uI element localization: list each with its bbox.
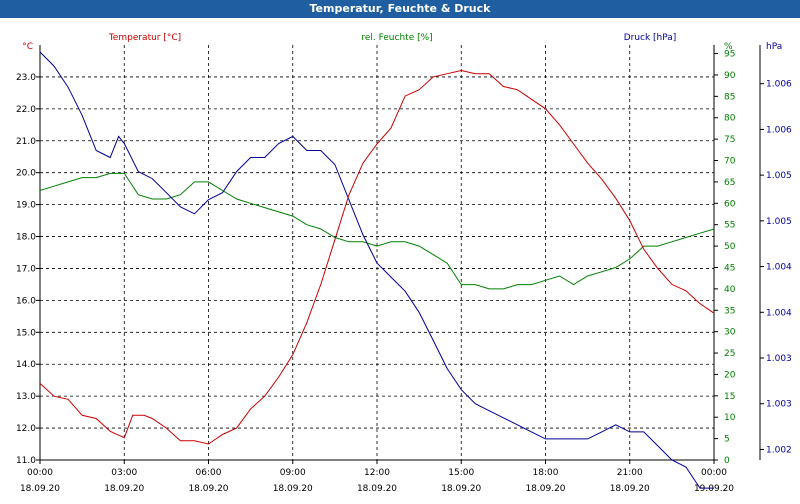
humidity-tick-label: 65 <box>724 178 735 188</box>
humidity-tick-label: 50 <box>724 242 736 252</box>
temperature-tick-label: 23.0 <box>16 73 36 83</box>
temperature-tick-label: 11.0 <box>16 456 36 466</box>
x-tick-date: 18.09.20 <box>357 484 397 494</box>
x-tick-date: 19.09.20 <box>694 484 734 494</box>
x-tick-date: 18.09.20 <box>441 484 481 494</box>
x-tick-time: 21:00 <box>617 468 643 478</box>
temperature-unit-label: °C <box>22 42 33 52</box>
humidity-tick-label: 80 <box>724 114 736 124</box>
pressure-series-line <box>39 51 714 489</box>
humidity-tick-label: 30 <box>724 328 736 338</box>
temperature-tick-label: 13.0 <box>16 392 36 402</box>
temperature-tick-label: 16.0 <box>16 296 36 306</box>
humidity-tick-label: 55 <box>724 221 735 231</box>
humidity-series-line <box>39 172 715 290</box>
humidity-tick-label: 40 <box>724 285 736 295</box>
humidity-tick-label: 10 <box>724 413 736 423</box>
x-tick-date: 18.09.20 <box>20 484 60 494</box>
humidity-tick-label: 45 <box>724 263 735 273</box>
humidity-tick-label: 60 <box>724 199 736 209</box>
temperature-tick-label: 19.0 <box>16 201 36 211</box>
temperature-tick-label: 22.0 <box>16 105 36 115</box>
temperature-series-line <box>39 69 715 445</box>
pressure-tick-label: 1.002 <box>766 445 792 455</box>
pressure-tick-label: 1.006 <box>766 125 792 135</box>
temperature-tick-label: 14.0 <box>16 360 36 370</box>
humidity-tick-label: 90 <box>724 71 736 81</box>
line-chart: 11.0 12.0 13.0 14.0 15.0 16.0 17.0 18.0 19.0 20.0… <box>16 33 792 494</box>
x-tick-time: 06:00 <box>196 468 222 478</box>
temperature-tick-label: 21.0 <box>16 137 36 147</box>
temperature-tick-label: 18.0 <box>16 233 36 243</box>
humidity-unit-label: % <box>724 42 733 52</box>
humidity-tick-label: 15 <box>724 392 735 402</box>
pressure-tick-label: 1.005 <box>766 171 792 181</box>
pressure-tick-label: 1.003 <box>766 400 792 410</box>
x-tick-time: 09:00 <box>280 468 306 478</box>
temperature-tick-label: 17.0 <box>16 264 36 274</box>
x-tick-date: 18.09.20 <box>104 484 144 494</box>
temperature-tick-label: 20.0 <box>16 169 36 179</box>
humidity-tick-label: 35 <box>724 306 735 316</box>
pressure-unit-label: hPa <box>766 42 782 52</box>
pressure-tick-label: 1.005 <box>766 217 792 227</box>
x-tick-date: 18.09.20 <box>610 484 650 494</box>
humidity-tick-label: 95 <box>724 50 735 60</box>
chart-area: 11.0 12.0 13.0 14.0 15.0 16.0 17.0 18.0 19.0 20.0… <box>0 18 800 500</box>
x-tick-date: 18.09.20 <box>525 484 565 494</box>
x-tick-time: 00:00 <box>701 468 727 478</box>
legend-temperature: Temperatur [°C] <box>108 33 181 43</box>
x-tick-time: 15:00 <box>448 468 474 478</box>
legend-pressure: Druck [hPa] <box>624 33 677 43</box>
temperature-tick-label: 12.0 <box>16 424 36 434</box>
x-tick-date: 18.09.20 <box>188 484 228 494</box>
pressure-tick-label: 1.004 <box>766 263 792 273</box>
humidity-tick-label: 5 <box>724 435 730 445</box>
humidity-tick-label: 0 <box>724 456 730 466</box>
temperature-tick-label: 15.0 <box>16 328 36 338</box>
pressure-tick-label: 1.006 <box>766 80 792 90</box>
legend-humidity: rel. Feuchte [%] <box>361 33 432 43</box>
humidity-tick-label: 70 <box>724 157 736 167</box>
x-tick-time: 03:00 <box>111 468 137 478</box>
chart-title: Temperatur, Feuchte & Druck <box>0 0 800 18</box>
x-tick-date: 18.09.20 <box>273 484 313 494</box>
x-tick-time: 00:00 <box>27 468 53 478</box>
pressure-tick-label: 1.004 <box>766 308 792 318</box>
humidity-tick-label: 20 <box>724 370 736 380</box>
humidity-tick-label: 25 <box>724 349 735 359</box>
x-tick-time: 12:00 <box>364 468 390 478</box>
pressure-tick-label: 1.003 <box>766 354 792 364</box>
x-tick-time: 18:00 <box>533 468 559 478</box>
humidity-tick-label: 75 <box>724 135 735 145</box>
humidity-tick-label: 85 <box>724 92 735 102</box>
